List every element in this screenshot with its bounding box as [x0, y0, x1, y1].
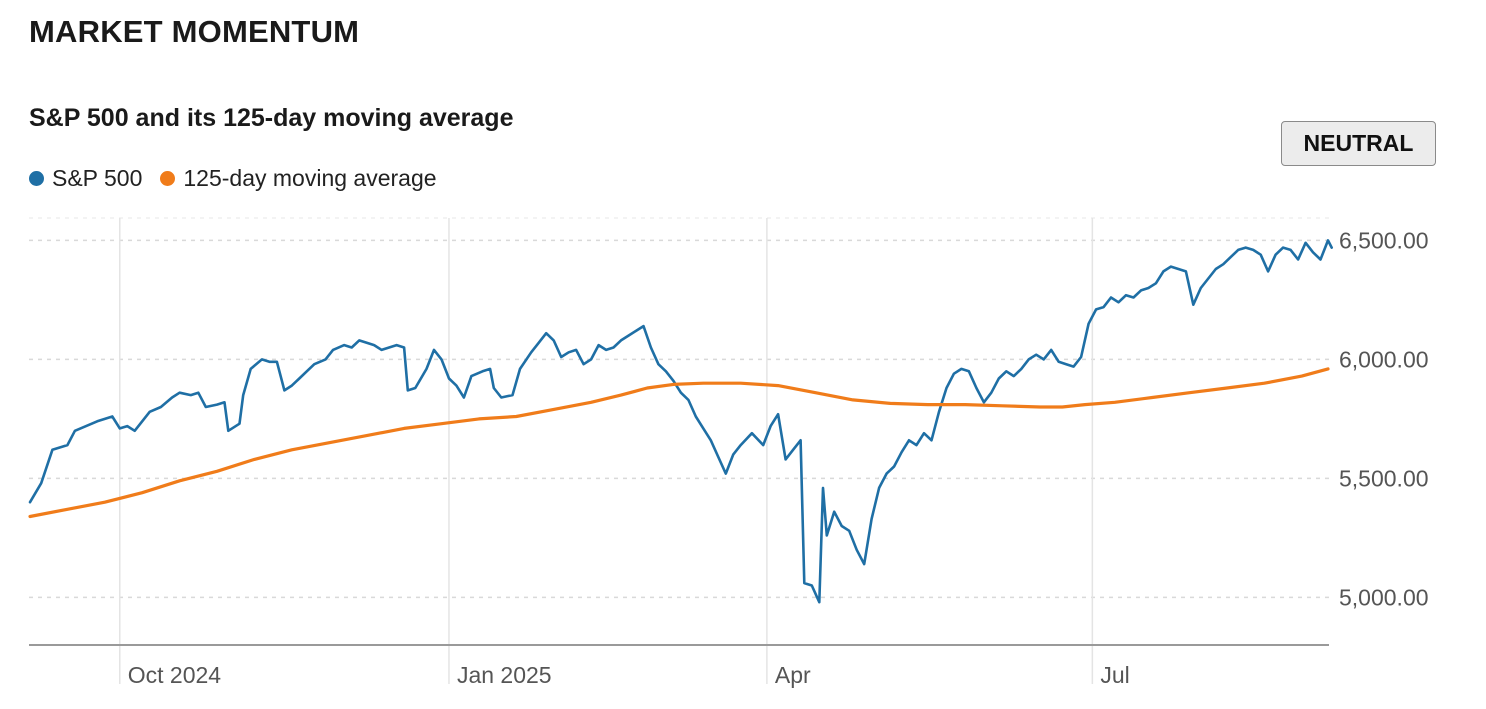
- y-tick-label: 5,500.00: [1339, 465, 1429, 491]
- moving-average-line[interactable]: [28, 367, 1330, 519]
- y-gridlines: [29, 217, 1329, 599]
- status-badge: NEUTRAL: [1281, 121, 1436, 166]
- legend-label-sp500: S&P 500: [52, 165, 143, 191]
- x-axis-labels: Oct 2024 Jan 2025 Apr Jul: [128, 662, 1130, 688]
- series-lines: [28, 239, 1333, 604]
- x-tick-label: Jan 2025: [457, 662, 552, 688]
- chart-legend: S&P 500 125-day moving average: [29, 165, 455, 192]
- legend-dot-moving-average-icon: [160, 171, 176, 186]
- x-tick-label: Oct 2024: [128, 662, 222, 688]
- x-tick-label: Jul: [1100, 662, 1129, 688]
- legend-item-sp500[interactable]: S&P 500: [29, 165, 142, 192]
- x-tick-label: Apr: [775, 662, 811, 688]
- y-tick-label: 6,500.00: [1339, 227, 1429, 253]
- legend-dot-sp500-icon: [29, 171, 44, 186]
- legend-label-moving-average: 125-day moving average: [183, 165, 437, 191]
- legend-item-moving-average[interactable]: 125-day moving average: [160, 165, 437, 192]
- y-axis-labels: 5,000.00 5,500.00 6,000.00 6,500.00: [1339, 227, 1429, 610]
- sp500-line[interactable]: [28, 239, 1333, 604]
- x-gridlines: [119, 218, 1094, 684]
- chart-title: S&P 500 and its 125-day moving average: [29, 104, 514, 132]
- y-tick-label: 6,000.00: [1339, 346, 1429, 372]
- y-tick-label: 5,000.00: [1339, 584, 1429, 610]
- page-title: MARKET MOMENTUM: [29, 14, 360, 49]
